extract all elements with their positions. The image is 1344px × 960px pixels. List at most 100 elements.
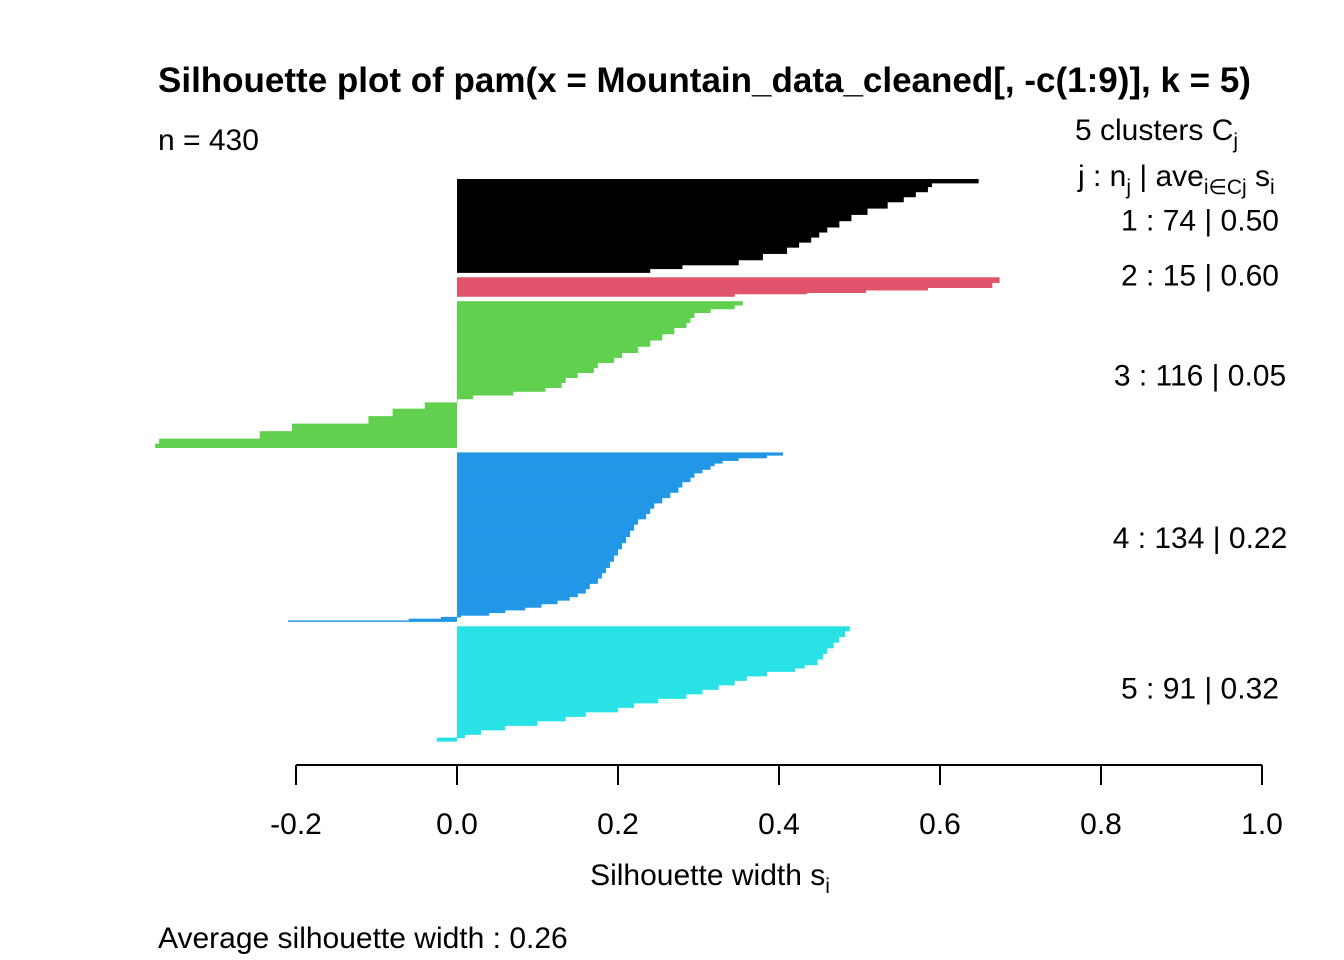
cluster-1-bar-11: [457, 236, 812, 243]
x-tick-label-2: 0.2: [597, 808, 639, 841]
cluster-3-bar-3: [457, 312, 695, 319]
cluster-4-bar-4: [457, 463, 715, 467]
cluster-1-bar-14: [457, 253, 763, 261]
cluster-3-label: 3 : 116 | 0.05: [1114, 359, 1286, 392]
cluster-1-bar-13: [457, 247, 788, 254]
cluster-4-label: 4 : 134 | 0.22: [1113, 522, 1288, 555]
cluster-3-bar-24: [291, 423, 457, 432]
cluster-1-bar-9: [457, 226, 828, 233]
cluster-3-bar-0: [457, 301, 743, 306]
cluster-3-bar-27: [155, 443, 457, 448]
cluster-2-bar-2: [457, 287, 928, 291]
cluster-4-bar-14: [457, 508, 651, 515]
cluster-4-bar-35: [457, 612, 490, 616]
cluster-5-bar-10: [457, 675, 747, 681]
cluster-5-bar-23: [457, 734, 466, 739]
cluster-5-bar-2: [457, 636, 840, 643]
cluster-3-bar-12: [457, 362, 598, 369]
chart-title: Silhouette plot of pam(x = Mountain_data…: [158, 61, 1251, 100]
cluster-4-bar-2: [457, 457, 739, 461]
cluster-2-bars: [457, 277, 1000, 297]
silhouette-bars: [155, 179, 1000, 742]
cluster-3-bar-10: [457, 352, 623, 359]
cluster-4-bar-19: [457, 536, 627, 544]
cluster-4-bar-37: [440, 616, 457, 620]
cluster-3-bar-23: [368, 416, 457, 425]
cluster-5-bar-6: [457, 658, 818, 666]
cluster-5-bar-21: [457, 725, 506, 731]
cluster-4-bar-27: [457, 583, 590, 590]
average-silhouette-width: Average silhouette width : 0.26: [158, 922, 568, 955]
cluster-4-bar-25: [457, 572, 602, 579]
cluster-4-bar-36: [457, 615, 462, 618]
cluster-4-bar-31: [457, 600, 558, 605]
cluster-1-bar-7: [457, 214, 852, 222]
cluster-4-bar-26: [457, 577, 598, 584]
cluster-5-bar-1: [457, 630, 846, 638]
cluster-3-bar-15: [457, 377, 566, 384]
cluster-5-bar-22: [457, 729, 482, 735]
cluster-3-bar-18: [457, 391, 514, 396]
cluster-4-bar-32: [457, 603, 542, 608]
cluster-3-bar-13: [457, 367, 594, 374]
cluster-4-bar-6: [457, 469, 703, 474]
cluster-1-bars: [457, 179, 979, 273]
cluster-4-bar-8: [457, 477, 691, 483]
cluster-1-bar-8: [457, 220, 840, 228]
cluster-4-bar-13: [457, 502, 655, 509]
cluster-3-bar-25: [259, 431, 457, 440]
cluster-4-bar-11: [457, 492, 671, 499]
cluster-5-bar-16: [457, 702, 635, 708]
cluster-5-bar-14: [457, 693, 687, 699]
cluster-1-label: 1 : 74 | 0.50: [1121, 205, 1279, 238]
cluster-4-bar-3: [457, 460, 723, 464]
cluster-4-bar-29: [457, 592, 578, 598]
cluster-1-bar-3: [457, 191, 916, 198]
cluster-2-bar-5: [457, 293, 735, 297]
cluster-3-bar-11: [457, 357, 614, 364]
cluster-1-bar-10: [457, 231, 820, 238]
cluster-5-bar-12: [457, 684, 719, 690]
cluster-3-bar-4: [457, 317, 691, 324]
cluster-4-bar-16: [457, 518, 639, 525]
cluster-5-bar-0: [457, 626, 850, 632]
cluster-5-bar-4: [457, 647, 828, 654]
cluster-5-bar-9: [457, 671, 767, 677]
cluster-4-bar-18: [457, 530, 631, 538]
cluster-5-bar-18: [457, 711, 586, 717]
cluster-3-bar-9: [457, 346, 639, 354]
cluster-1-bar-17: [457, 268, 651, 273]
cluster-4-bar-7: [457, 472, 695, 478]
cluster-5-bar-15: [457, 698, 659, 704]
cluster-5-label: 5 : 91 | 0.32: [1121, 673, 1279, 706]
cluster-3-bar-20: [457, 398, 458, 404]
cluster-4-bar-23: [457, 561, 610, 568]
cluster-4-bar-33: [457, 607, 526, 611]
cluster-5-bar-20: [457, 720, 538, 726]
cluster-4-bar-20: [457, 542, 623, 550]
cluster-3-bar-17: [457, 387, 546, 392]
x-tick-label-1: 0.0: [436, 808, 478, 841]
cluster-2-bar-1: [457, 282, 993, 288]
cluster-3-bar-26: [159, 438, 457, 445]
cluster-3-bar-6: [457, 327, 675, 335]
x-tick-label-4: 0.6: [919, 808, 961, 841]
legend-header-clusters: 5 clusters Cj: [1075, 114, 1238, 153]
cluster-4-bar-39: [287, 620, 457, 622]
cluster-2-label: 2 : 15 | 0.60: [1121, 260, 1279, 293]
x-tick-label-6: 1.0: [1241, 808, 1283, 841]
cluster-5-bar-17: [457, 707, 618, 713]
cluster-1-bar-15: [457, 259, 739, 266]
x-tick-label-5: 0.8: [1080, 808, 1122, 841]
cluster-5-bar-13: [457, 689, 703, 695]
cluster-3-bar-8: [457, 339, 651, 347]
cluster-5-bar-5: [457, 653, 824, 660]
cluster-4-bar-1: [457, 455, 767, 459]
cluster-1-bar-12: [457, 242, 800, 248]
cluster-5-bar-7: [457, 664, 805, 669]
cluster-2-bar-3: [457, 289, 866, 293]
cluster-4-bar-30: [457, 596, 570, 601]
cluster-5-bar-8: [457, 667, 796, 672]
x-axis: -0.2 0.0 0.2 0.4 0.6 0.8 1.0: [270, 764, 1283, 841]
cluster-4-bar-12: [457, 497, 663, 504]
